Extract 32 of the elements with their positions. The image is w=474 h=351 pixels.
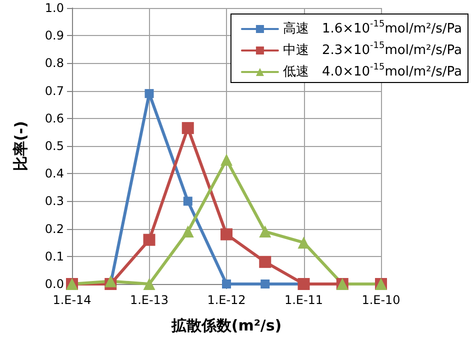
point (222, 280, 231, 288)
y-tick-label: 0.5 (44, 139, 64, 153)
point (298, 236, 310, 249)
point (182, 122, 194, 134)
y-tick-label: 0.7 (44, 84, 64, 98)
y-tick-label: 0.1 (44, 249, 64, 264)
point (182, 226, 194, 238)
x-tick-label: 1.E-14 (52, 293, 92, 307)
y-tick-label: 0.0 (44, 277, 64, 291)
x-tick-label: 1.E-12 (207, 293, 246, 307)
point (104, 275, 117, 288)
y-tick-label: 0.4 (44, 166, 64, 181)
y-tick-label: 0.8 (44, 56, 64, 70)
y-axis-title: 比率(-) (12, 121, 30, 171)
x-tick-label: 1.E-10 (362, 293, 400, 307)
y-tick-label: 0.6 (44, 111, 64, 126)
x-axis-title: 拡散係数(m²/s) (170, 316, 282, 334)
point (144, 89, 154, 98)
point (143, 278, 156, 290)
x-tick-label: 1.E-13 (130, 293, 169, 307)
point (260, 280, 270, 288)
point (259, 256, 272, 268)
y-tick-label: 0.2 (44, 222, 64, 236)
y-tick-label: 1.0 (44, 1, 64, 15)
point (220, 154, 232, 166)
y-tick-label: 0.3 (44, 194, 64, 208)
point (259, 226, 272, 238)
x-tick-label: 1.E-11 (284, 293, 324, 307)
point (220, 228, 232, 240)
point (183, 196, 192, 206)
point (143, 234, 156, 246)
y-tick-label: 0.9 (44, 28, 64, 43)
